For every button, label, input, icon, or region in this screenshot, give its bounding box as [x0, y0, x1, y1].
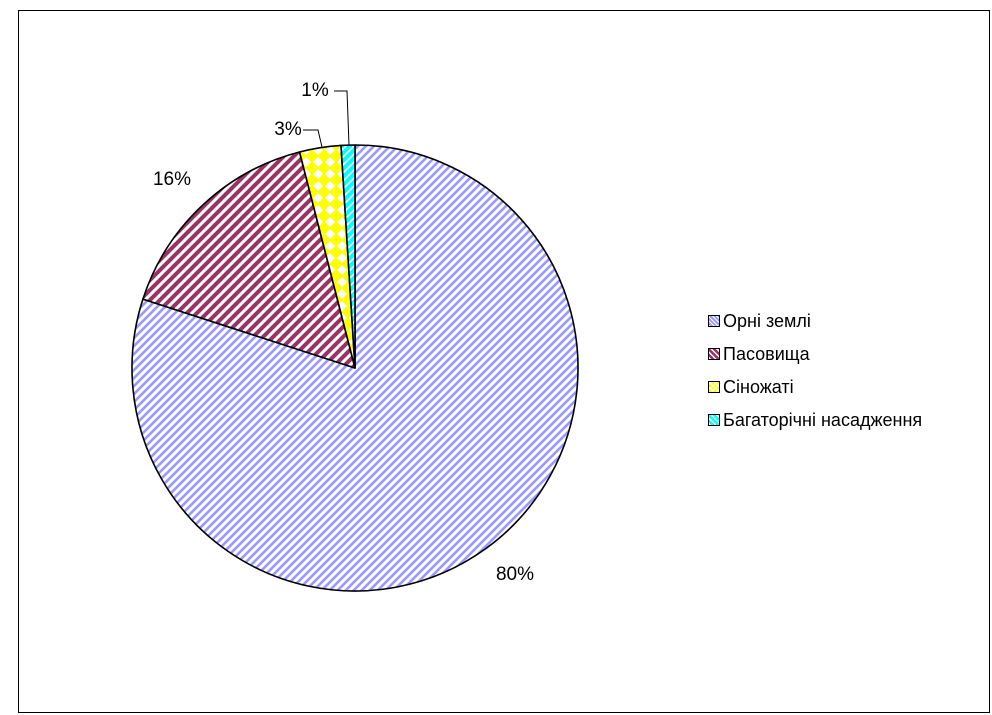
slice-pastures: [142, 151, 356, 369]
legend-swatch-hayfields: [708, 380, 720, 393]
legend-item-perennial: Багаторічні насадження: [708, 403, 992, 436]
legend-item-pastures: Пасовища: [708, 337, 992, 370]
legend-label: Орні землі: [723, 310, 811, 331]
legend: Орні землі Пасовища Сіножаті Багаторічні…: [708, 304, 992, 436]
data-label-arable-land: 80%: [496, 564, 534, 585]
legend-swatch-arable: [708, 314, 720, 327]
legend-swatch-pastures: [708, 347, 720, 360]
legend-label: Сіножаті: [723, 376, 794, 397]
leader-line-perennial-plantings: [334, 90, 350, 146]
data-label-hayfields: 3%: [274, 119, 302, 140]
data-label-perennial-plantings: 1%: [301, 80, 329, 101]
legend-label: Багаторічні насадження: [723, 409, 923, 430]
legend-item-hayfields: Сіножаті: [708, 370, 992, 403]
leader-line-hayfields: [303, 129, 323, 148]
legend-label: Пасовища: [723, 343, 810, 364]
legend-item-arable: Орні землі: [708, 304, 992, 337]
legend-swatch-perennial: [708, 413, 720, 426]
slice-perennial-plantings: [340, 144, 356, 369]
data-label-pastures: 16%: [153, 169, 191, 190]
